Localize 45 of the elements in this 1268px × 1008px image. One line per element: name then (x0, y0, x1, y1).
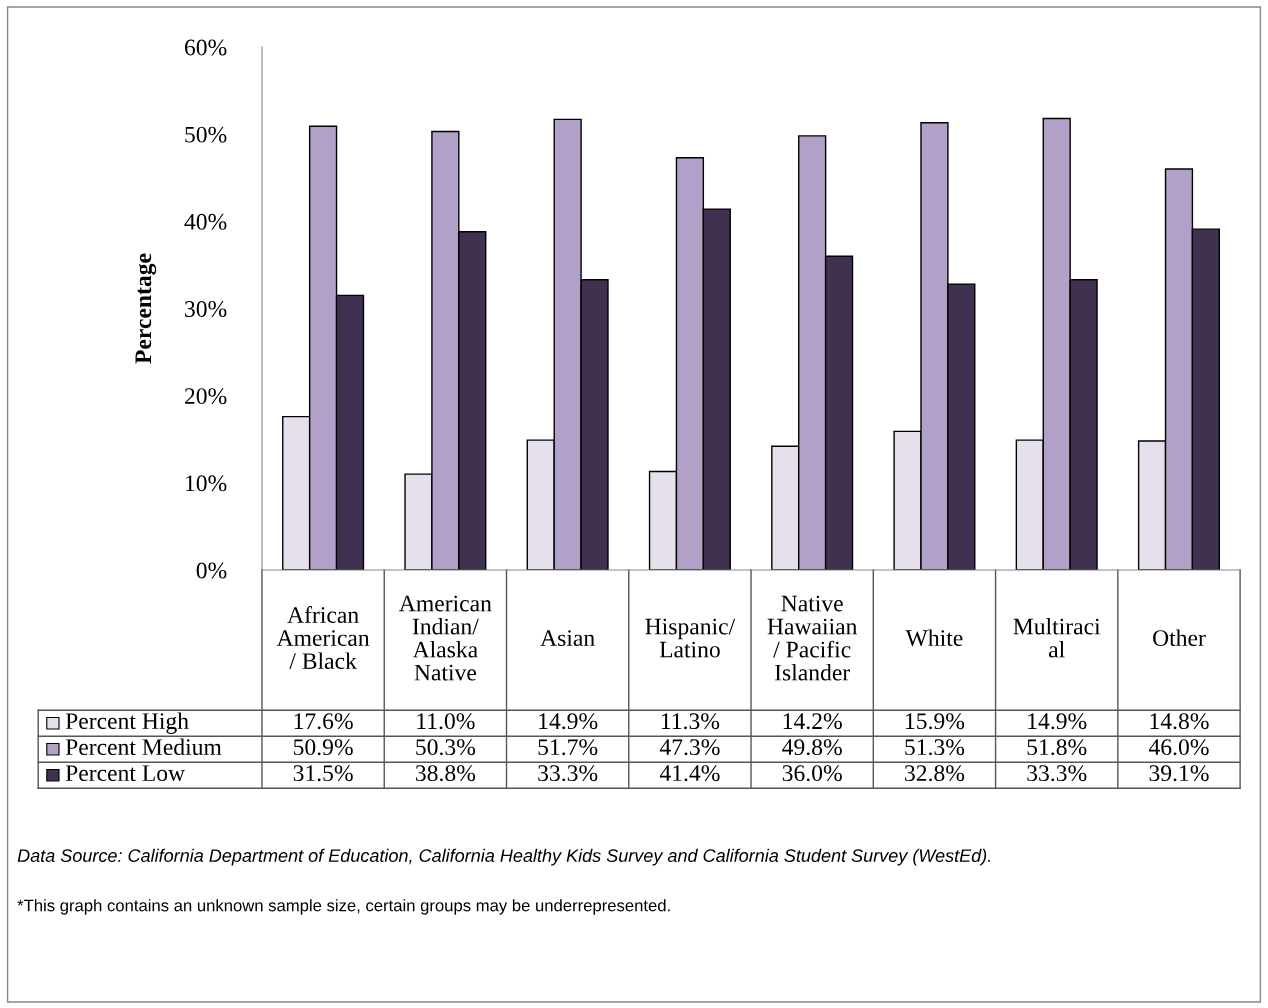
y-tick-label: 0% (196, 562, 227, 579)
y-tick-label: 40% (184, 213, 227, 230)
text: *This graph contains an unknown sample size, certain groups may be underrepresented. (17, 899, 670, 915)
legend-label: Percent High (65, 712, 189, 734)
data-label: 50.3% (416, 739, 476, 756)
y-tick-label: 30% (185, 300, 227, 317)
data-label: 17.6% (294, 713, 353, 730)
data-label: 38.8% (416, 765, 476, 782)
data-label: 33.3% (1027, 765, 1087, 782)
x-tick-label: African American / Black (276, 606, 370, 670)
y-tick-label: 50% (185, 126, 227, 143)
data-label: 47.3% (659, 739, 720, 756)
legend-label: Percent Medium (65, 738, 222, 756)
y-tick-label: 20% (185, 388, 227, 405)
x-tick-label: White (905, 629, 963, 647)
data-label: 15.9% (906, 713, 965, 730)
data-label: 39.1% (1149, 765, 1209, 782)
x-tick-label: Other (1153, 629, 1206, 647)
data-label: 14.8% (1150, 713, 1209, 730)
y-axis-title: Percentage (135, 253, 157, 364)
data-label: 14.9% (539, 713, 598, 730)
data-label: 41.4% (659, 765, 720, 782)
data-label: 51.8% (1027, 739, 1087, 756)
data-label: 51.3% (905, 739, 965, 756)
x-tick-label: Native Hawaiian / Pacific Islander (767, 595, 858, 681)
x-tick-label: Multiraci al (1013, 617, 1101, 658)
data-label: 31.5% (293, 765, 353, 782)
data-label: 14.2% (783, 713, 842, 730)
source-note: Data Source: California Department of Education, California Healthy Kids Survey and California Student Survey (WestEd). (17, 848, 991, 866)
x-tick-label: Hispanic/ Latino (645, 618, 736, 658)
y-tick-label: 10% (186, 475, 227, 492)
data-label: 32.8% (905, 765, 965, 782)
y-tick-label: 60% (184, 39, 227, 56)
data-label: 46.0% (1148, 739, 1209, 756)
data-label: 49.8% (782, 739, 842, 756)
x-tick-label: American Indian/ Alaska Native (399, 595, 492, 681)
legend-label: Percent Low (65, 765, 185, 782)
data-label: 51.7% (538, 739, 598, 756)
data-label: 50.9% (293, 739, 353, 756)
data-label: 14.9% (1028, 713, 1087, 730)
data-label: 36.0% (782, 765, 842, 782)
data-label: 33.3% (538, 765, 598, 782)
x-tick-label: Asian (540, 630, 595, 647)
data-label: 11.0% (417, 713, 475, 730)
data-label: 11.3% (661, 713, 720, 730)
